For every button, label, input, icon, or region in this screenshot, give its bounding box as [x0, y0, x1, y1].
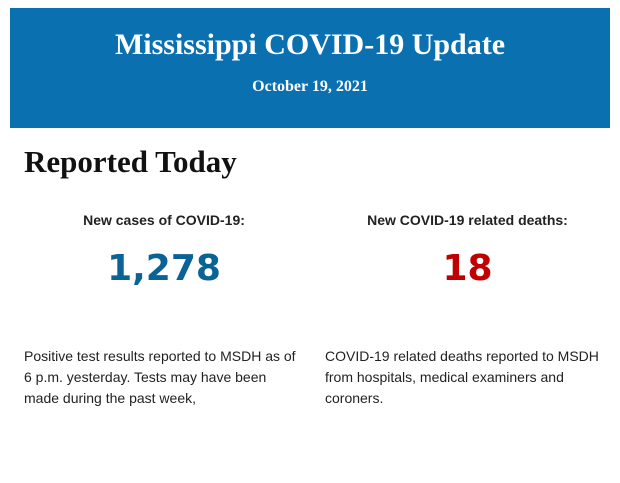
card-value: 1,278: [107, 248, 221, 289]
card: New cases of COVID-19: 1,278 Positive te…: [24, 212, 304, 406]
card-label: New cases of COVID-19:: [83, 212, 245, 228]
card-label: New COVID-19 related deaths:: [367, 212, 568, 228]
card-value: 18: [442, 248, 493, 289]
card-description: Positive test results reported to MSDH a…: [24, 348, 296, 406]
section-heading: Reported Today: [24, 144, 237, 179]
date: October 19, 2021: [252, 78, 368, 95]
banner: Mississippi COVID-19 Update October 19, …: [10, 8, 610, 128]
card: New COVID-19 related deaths: 18 COVID-19…: [325, 212, 610, 406]
title: Mississippi COVID-19 Update: [114, 28, 506, 61]
card-description: COVID-19 related deaths reported to MSDH…: [325, 348, 599, 406]
